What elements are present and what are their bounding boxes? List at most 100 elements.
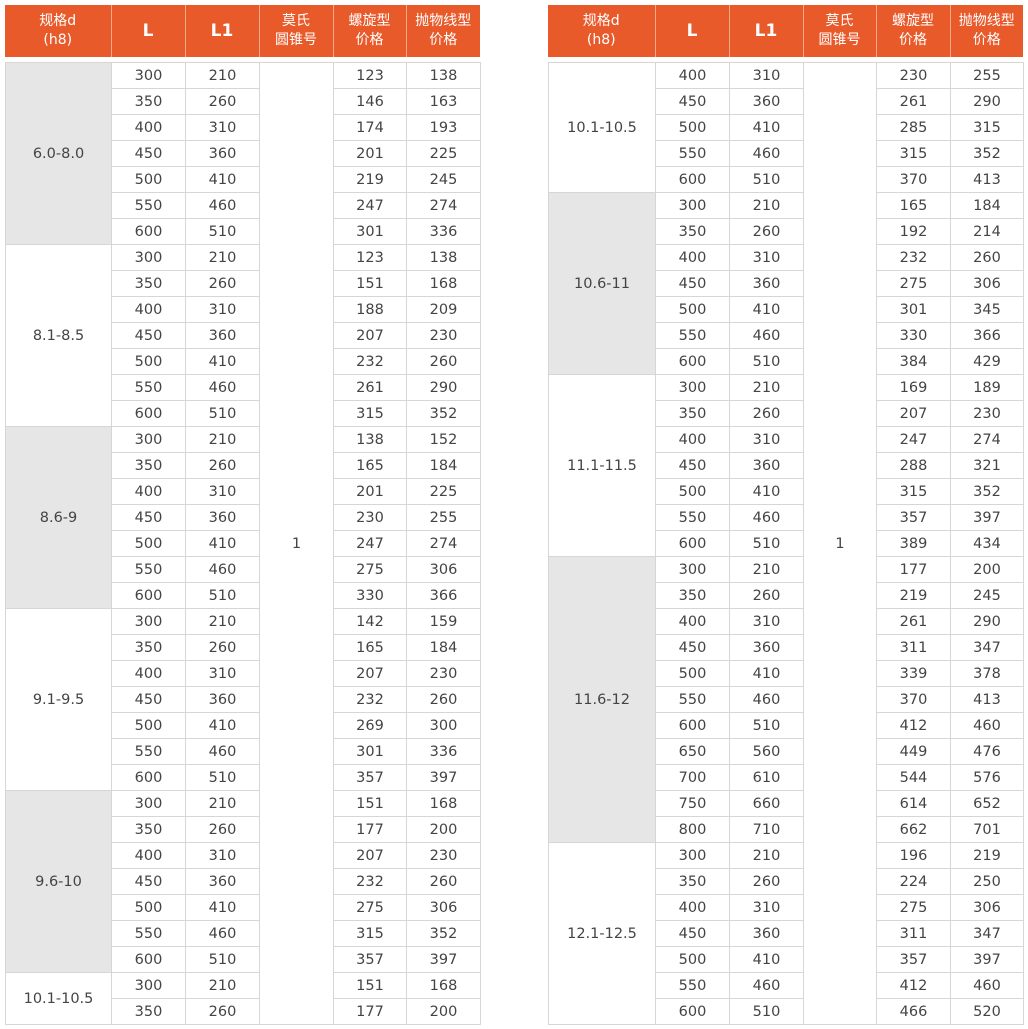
l1-cell: 210 <box>185 790 260 817</box>
spiral-price-cell: 165 <box>333 634 407 661</box>
spiral-price-cell: 275 <box>876 270 951 297</box>
length-cell: 600 <box>655 998 730 1025</box>
table-row: 350 260 177 200 <box>6 998 481 1025</box>
spiral-price-cell: 151 <box>333 972 407 999</box>
parabolic-price-cell: 352 <box>406 920 481 947</box>
spiral-price-cell: 275 <box>333 894 407 921</box>
l1-cell: 260 <box>185 816 260 843</box>
spiral-price-cell: 207 <box>333 842 407 869</box>
spiral-price-cell: 232 <box>333 868 407 895</box>
length-cell: 300 <box>111 62 186 89</box>
table-row: 10.6-11 300 210 165 184 <box>548 192 1024 375</box>
l1-cell: 410 <box>185 166 260 193</box>
l1-cell: 410 <box>185 712 260 739</box>
spiral-price-cell: 449 <box>876 738 951 765</box>
length-cell: 500 <box>655 660 730 687</box>
table-row: 650 560 449 476 <box>549 738 1024 765</box>
length-cell: 350 <box>111 998 186 1025</box>
parabolic-price-cell: 321 <box>950 452 1024 479</box>
length-cell: 450 <box>111 868 186 895</box>
spiral-price-cell: 232 <box>333 686 407 713</box>
l1-cell: 210 <box>729 842 804 869</box>
table-row: 6.0-8.0 300 210 1 123 138 <box>5 62 481 1025</box>
spiral-price-cell: 169 <box>876 374 951 401</box>
length-cell: 450 <box>655 88 730 115</box>
l1-cell: 260 <box>729 218 804 245</box>
parabolic-price-cell: 352 <box>950 140 1024 167</box>
l1-cell: 660 <box>729 790 804 817</box>
spiral-price-cell: 275 <box>333 556 407 583</box>
length-cell: 450 <box>655 452 730 479</box>
length-cell: 400 <box>655 244 730 271</box>
spec-cell: 6.0-8.0 <box>5 62 112 245</box>
table-row: 450 360 232 260 <box>6 868 481 895</box>
l1-cell: 410 <box>729 478 804 505</box>
spiral-price-cell: 207 <box>333 322 407 349</box>
spiral-price-cell: 151 <box>333 270 407 297</box>
spiral-price-cell: 230 <box>876 62 951 89</box>
spiral-price-cell: 466 <box>876 998 951 1025</box>
length-cell: 550 <box>655 504 730 531</box>
l1-cell: 510 <box>185 218 260 245</box>
parabolic-price-cell: 168 <box>406 790 481 817</box>
spiral-price-cell: 544 <box>876 764 951 791</box>
length-cell: 400 <box>111 296 186 323</box>
length-cell: 600 <box>111 764 186 791</box>
l1-cell: 410 <box>729 114 804 141</box>
l1-cell: 310 <box>185 478 260 505</box>
spec-cell: 10.1-10.5 <box>5 972 112 1025</box>
length-cell: 350 <box>655 868 730 895</box>
parabolic-price-cell: 209 <box>406 296 481 323</box>
length-cell: 350 <box>655 400 730 427</box>
spiral-price-cell: 285 <box>876 114 951 141</box>
l1-cell: 510 <box>729 998 804 1025</box>
length-cell: 300 <box>111 790 186 817</box>
morse-taper-cell: 1 <box>803 62 877 1025</box>
spiral-price-cell: 224 <box>876 868 951 895</box>
length-cell: 450 <box>111 322 186 349</box>
table-body: 10.1-10.5 400 310 1 230 255 450 360 261 290 500 410… <box>548 62 1024 1025</box>
parabolic-price-cell: 397 <box>950 504 1024 531</box>
parabolic-price-cell: 274 <box>406 192 481 219</box>
table-row: 350 260 151 168 <box>6 270 481 297</box>
length-cell: 600 <box>111 582 186 609</box>
parabolic-price-cell: 290 <box>406 374 481 401</box>
parabolic-price-cell: 260 <box>950 244 1024 271</box>
length-cell: 400 <box>655 894 730 921</box>
table-row: 550 460 357 397 <box>549 504 1024 531</box>
parabolic-price-cell: 413 <box>950 686 1024 713</box>
table-header: 规格d (h8) L L1 莫氏 圆锥号 螺旋型 价格 抛物线型 价格 <box>5 5 480 57</box>
parabolic-price-cell: 184 <box>406 634 481 661</box>
parabolic-price-cell: 230 <box>950 400 1024 427</box>
table-row: 350 260 146 163 <box>6 88 481 115</box>
parabolic-price-cell: 230 <box>406 842 481 869</box>
l1-cell: 460 <box>729 686 804 713</box>
l1-cell: 260 <box>185 452 260 479</box>
spec-cell: 8.1-8.5 <box>5 244 112 427</box>
spiral-price-cell: 207 <box>876 400 951 427</box>
parabolic-price-cell: 184 <box>950 192 1024 219</box>
spiral-price-cell: 247 <box>333 530 407 557</box>
spiral-price-cell: 311 <box>876 920 951 947</box>
header-l: L <box>111 5 186 57</box>
parabolic-price-cell: 230 <box>406 660 481 687</box>
length-cell: 550 <box>111 920 186 947</box>
parabolic-price-cell: 250 <box>950 868 1024 895</box>
l1-cell: 460 <box>729 972 804 999</box>
spiral-price-cell: 389 <box>876 530 951 557</box>
spiral-price-cell: 357 <box>333 764 407 791</box>
spec-cell: 11.1-11.5 <box>548 374 656 557</box>
l1-cell: 260 <box>185 998 260 1025</box>
spiral-price-cell: 232 <box>333 348 407 375</box>
length-cell: 500 <box>655 114 730 141</box>
length-cell: 450 <box>111 140 186 167</box>
table-row: 8.1-8.5 300 210 123 138 <box>5 244 481 427</box>
parabolic-price-cell: 168 <box>406 972 481 999</box>
spec-cell: 10.6-11 <box>548 192 656 375</box>
length-cell: 800 <box>655 816 730 843</box>
parabolic-price-cell: 274 <box>406 530 481 557</box>
parabolic-price-cell: 306 <box>950 270 1024 297</box>
spiral-price-cell: 330 <box>333 582 407 609</box>
l1-cell: 310 <box>185 842 260 869</box>
spiral-price-cell: 207 <box>333 660 407 687</box>
